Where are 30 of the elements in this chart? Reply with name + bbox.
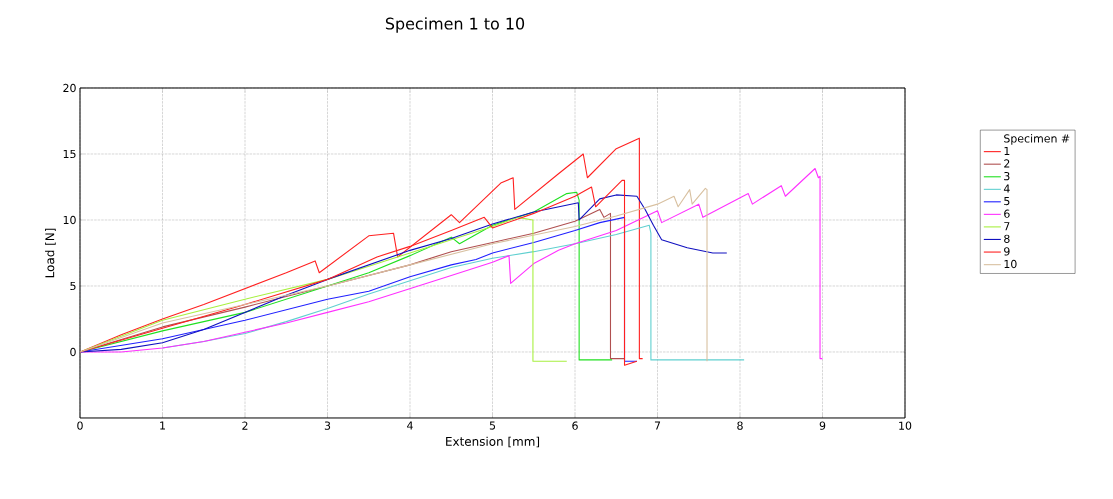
legend-label: 5 — [1004, 197, 1010, 206]
legend-label: 6 — [1004, 209, 1010, 218]
y-tick-label: 15 — [63, 149, 76, 159]
y-tick-label: 5 — [70, 281, 76, 291]
x-tick-label: 8 — [737, 421, 743, 430]
legend-label: 10 — [1004, 259, 1017, 269]
chart-title: Specimen 1 to 10 — [385, 17, 525, 33]
legend-label: 3 — [1004, 171, 1010, 181]
x-tick-label: 1 — [160, 421, 165, 430]
legend-label: 2 — [1004, 159, 1010, 168]
x-tick-label: 10 — [899, 421, 912, 430]
x-tick-label: 6 — [572, 421, 578, 430]
y-axis-title: Load [N] — [45, 228, 56, 278]
legend-label: 7 — [1004, 222, 1010, 231]
x-tick-label: 4 — [407, 421, 413, 430]
legend-title: Specimen # — [1004, 134, 1070, 145]
x-tick-label: 0 — [77, 421, 83, 430]
x-tick-label: 2 — [242, 421, 248, 430]
y-tick-label: 10 — [63, 215, 76, 225]
x-tick-label: 3 — [324, 421, 331, 430]
legend-label: 9 — [1004, 247, 1010, 256]
x-tick-label: 9 — [819, 421, 826, 430]
legend-label: 4 — [1003, 184, 1010, 193]
y-tick-label: 0 — [70, 347, 76, 357]
legend-label: 8 — [1004, 234, 1010, 243]
legend-label: 1 — [1004, 146, 1010, 155]
x-tick-label: 7 — [654, 421, 661, 430]
x-tick-label: 5 — [489, 421, 496, 430]
y-tick-label: 20 — [63, 83, 76, 93]
x-axis-title: Extension [mm] — [446, 436, 540, 448]
